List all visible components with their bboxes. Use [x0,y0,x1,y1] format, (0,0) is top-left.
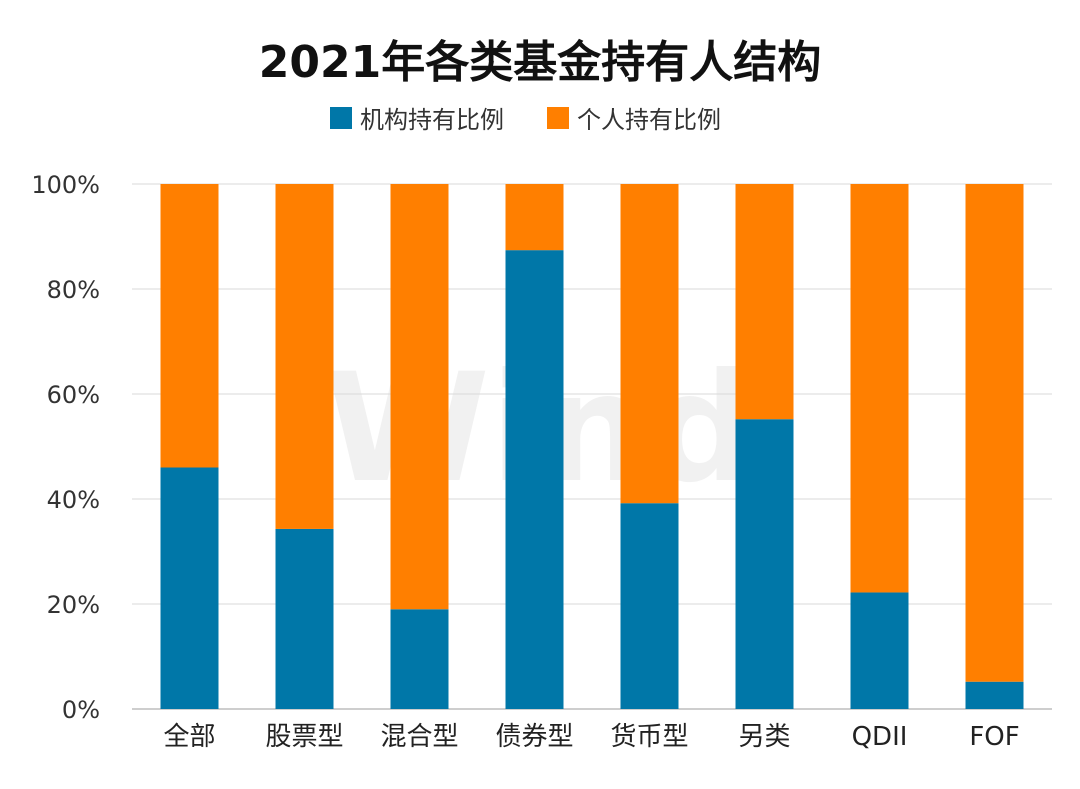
bars [160,184,1024,709]
x-tick-label: QDII [852,722,908,752]
x-tick-label: 债券型 [495,722,573,752]
y-tick-label: 80% [47,276,100,304]
y-tick-label: 0% [62,696,100,724]
bar-individual [160,184,219,468]
bar-individual [390,184,449,610]
bar-institutional [505,250,564,709]
x-axis: 全部 股票型 混合型 债券型 货币型 另类 QDII FOF [163,722,1019,752]
legend-label: 个人持有比例 [577,106,721,134]
y-tick-label: 60% [47,381,100,409]
x-tick-label: 货币型 [610,722,688,752]
chart-title: 2021年各类基金持有人结构 [259,37,821,88]
y-tick-label: 40% [47,486,100,514]
x-tick-label: 另类 [738,722,790,752]
bar-institutional [735,419,794,709]
legend-label: 机构持有比例 [360,106,504,134]
bar-institutional [965,681,1024,709]
bar-institutional [390,609,449,709]
bar-institutional [620,503,679,709]
x-tick-label: 混合型 [380,722,458,752]
bar-institutional [160,467,219,709]
bar-individual [965,184,1024,682]
y-tick-label: 100% [31,171,100,199]
legend-swatch [330,107,352,129]
legend-swatch [547,107,569,129]
y-tick-label: 20% [47,591,100,619]
bar-individual [620,184,679,504]
bar-individual [505,184,564,251]
y-axis: 0% 20% 40% 60% 80% 100% [31,171,100,724]
bar-institutional [850,592,909,709]
bar-individual [850,184,909,593]
x-tick-label: 全部 [163,722,215,752]
bar-individual [275,184,334,529]
x-tick-label: FOF [969,722,1019,752]
x-tick-label: 股票型 [265,722,343,752]
legend: 机构持有比例 个人持有比例 [330,106,721,134]
bar-institutional [275,528,334,709]
bar-individual [735,184,794,420]
